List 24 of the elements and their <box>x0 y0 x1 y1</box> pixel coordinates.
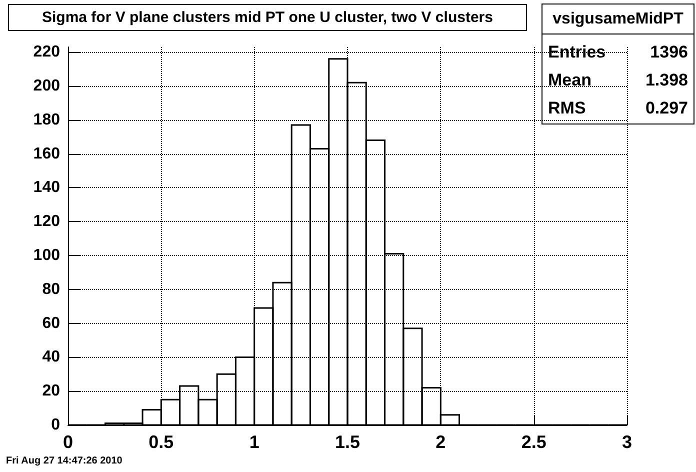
x-tick-label: 2 <box>436 432 446 452</box>
y-tick-label: 120 <box>33 213 60 230</box>
y-tick-label: 60 <box>42 314 60 332</box>
y-tick-label: 140 <box>33 179 60 196</box>
y-tick-label: 100 <box>33 246 60 264</box>
text: Mean 1.398 <box>548 70 688 90</box>
chart-title: Sigma for V plane clusters mid PT one U cluster, two V clusters <box>42 9 493 26</box>
x-tick-label: 1.5 <box>334 432 360 452</box>
text: vsigusameMidPT <box>552 10 684 28</box>
text: Fri Aug 27 14:47:26 2010 <box>6 456 123 466</box>
x-tick-label: 3 <box>622 432 632 452</box>
text: RMS 0.297 <box>548 98 688 118</box>
y-tick-label: 160 <box>33 145 60 162</box>
y-tick-label: 220 <box>33 44 60 61</box>
y-tick-label: 200 <box>33 77 60 94</box>
x-tick-label: 0.5 <box>148 432 174 452</box>
x-tick-label: 2.5 <box>521 432 546 452</box>
x-tick-label: 1 <box>249 432 260 452</box>
y-tick-label: 20 <box>42 382 60 400</box>
x-tick-label: 0 <box>62 432 74 452</box>
y-tick-label: 180 <box>33 111 60 128</box>
y-tick-label: 40 <box>42 348 60 366</box>
y-tick-label: 0 <box>51 416 60 434</box>
y-tick-label: 80 <box>42 280 60 298</box>
